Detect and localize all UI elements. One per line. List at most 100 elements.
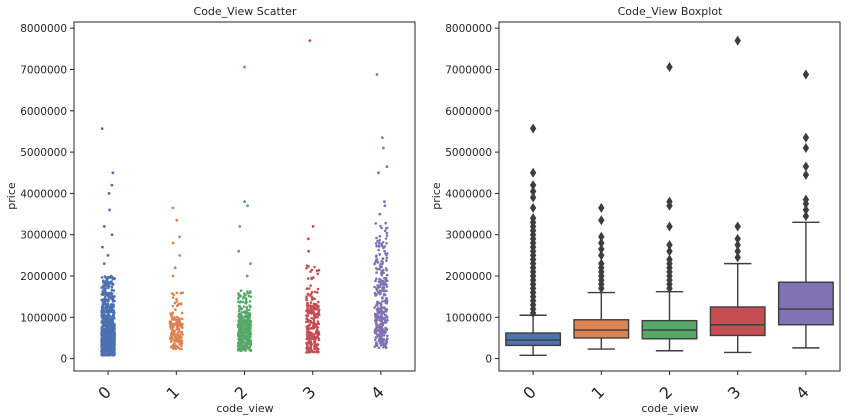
scatter-point bbox=[242, 320, 246, 324]
scatter-point bbox=[244, 301, 247, 305]
scatter-point bbox=[175, 218, 179, 222]
scatter-point bbox=[103, 282, 107, 286]
scatter-point bbox=[381, 317, 385, 321]
scatter-point bbox=[378, 336, 382, 340]
scatter-point bbox=[310, 277, 314, 281]
scatter-point bbox=[110, 304, 114, 308]
scatter-point bbox=[111, 296, 115, 300]
scatter-point bbox=[100, 344, 104, 347]
scatter-point bbox=[100, 306, 104, 310]
scatter-point bbox=[381, 297, 384, 300]
scatter-point bbox=[249, 320, 252, 324]
scatter-point bbox=[378, 238, 382, 242]
scatter-point bbox=[317, 268, 321, 272]
scatter-point bbox=[310, 332, 313, 335]
scatter-point bbox=[316, 305, 319, 309]
scatter-point bbox=[110, 336, 114, 339]
scatter-x-ticks: 0 1 2 3 4 bbox=[94, 371, 388, 403]
scatter-point bbox=[237, 344, 241, 347]
scatter-point bbox=[174, 347, 178, 351]
scatter-point bbox=[312, 322, 316, 325]
scatter-y-label: price bbox=[5, 182, 18, 210]
series-4-points bbox=[373, 73, 389, 350]
scatter-point bbox=[104, 340, 107, 343]
box-outlier bbox=[666, 196, 673, 207]
scatter-point bbox=[247, 308, 251, 312]
scatter-point bbox=[377, 245, 381, 248]
scatter-point bbox=[382, 246, 385, 250]
scatter-point bbox=[171, 334, 174, 338]
scatter-point bbox=[380, 260, 383, 263]
scatter-point bbox=[314, 315, 317, 319]
scatter-point bbox=[110, 341, 113, 345]
scatter-point bbox=[375, 271, 378, 274]
scatter-point bbox=[385, 283, 388, 286]
boxplot-title: Code_View Boxplot bbox=[618, 5, 723, 18]
scatter-point bbox=[383, 316, 387, 320]
scatter-point bbox=[308, 323, 312, 326]
scatter-point bbox=[374, 260, 377, 264]
scatter-point bbox=[172, 332, 175, 336]
scatter-point bbox=[305, 295, 308, 298]
scatter-point bbox=[245, 308, 249, 311]
scatter-point bbox=[374, 338, 377, 342]
scatter-point bbox=[379, 265, 383, 269]
scatter-point bbox=[306, 301, 309, 305]
y-tick-label: 5000000 bbox=[20, 147, 67, 159]
scatter-point bbox=[175, 297, 178, 301]
box-outlier bbox=[802, 132, 810, 143]
scatter-point bbox=[110, 285, 114, 289]
scatter-point bbox=[112, 346, 115, 349]
scatter-point bbox=[385, 252, 389, 255]
scatter-point bbox=[171, 304, 175, 308]
y-tick-label: 5000000 bbox=[445, 147, 492, 159]
scatter-point bbox=[385, 337, 389, 341]
scatter-point bbox=[381, 257, 385, 260]
scatter-point bbox=[385, 279, 389, 283]
scatter-point bbox=[107, 281, 111, 284]
x-tick-label: 3 bbox=[724, 382, 745, 403]
scatter-point bbox=[384, 326, 387, 330]
scatter-point bbox=[246, 319, 250, 322]
scatter-point bbox=[179, 292, 183, 295]
scatter-point bbox=[380, 341, 383, 345]
scatter-point bbox=[174, 308, 177, 312]
scatter-point bbox=[243, 65, 247, 69]
scatter-point bbox=[106, 299, 110, 303]
scatter-point bbox=[316, 291, 319, 294]
scatter-point bbox=[310, 290, 314, 294]
scatter-point bbox=[107, 330, 110, 334]
scatter-point bbox=[312, 325, 315, 328]
scatter-point bbox=[177, 336, 181, 340]
scatter-point bbox=[380, 303, 383, 307]
scatter-point bbox=[315, 308, 319, 311]
box-outlier bbox=[802, 142, 810, 153]
scatter-point bbox=[238, 331, 241, 335]
scatter-point bbox=[108, 348, 111, 352]
x-tick-label: 0 bbox=[519, 382, 540, 403]
y-tick-label: 8000000 bbox=[445, 23, 492, 35]
y-tick-label: 0 bbox=[60, 354, 67, 366]
scatter-point bbox=[111, 331, 114, 334]
scatter-point bbox=[112, 333, 116, 337]
scatter-point bbox=[248, 304, 251, 308]
scatter-point bbox=[248, 348, 251, 351]
scatter-point bbox=[373, 306, 376, 309]
scatter-point bbox=[310, 268, 314, 272]
scatter-point bbox=[306, 277, 310, 280]
scatter-point bbox=[106, 254, 110, 257]
box-1 bbox=[573, 202, 630, 350]
scatter-point bbox=[100, 325, 104, 329]
scatter-point bbox=[375, 73, 379, 76]
scatter-point bbox=[312, 319, 316, 323]
scatter-point bbox=[306, 347, 310, 351]
scatter-point bbox=[175, 300, 178, 303]
scatter-point bbox=[380, 273, 384, 277]
scatter-point bbox=[312, 327, 315, 330]
scatter-point bbox=[239, 326, 243, 330]
box-3 bbox=[709, 35, 766, 354]
box-outlier bbox=[802, 211, 810, 222]
scatter-point bbox=[237, 297, 240, 300]
scatter-point bbox=[107, 192, 111, 195]
scatter-point bbox=[249, 325, 252, 329]
